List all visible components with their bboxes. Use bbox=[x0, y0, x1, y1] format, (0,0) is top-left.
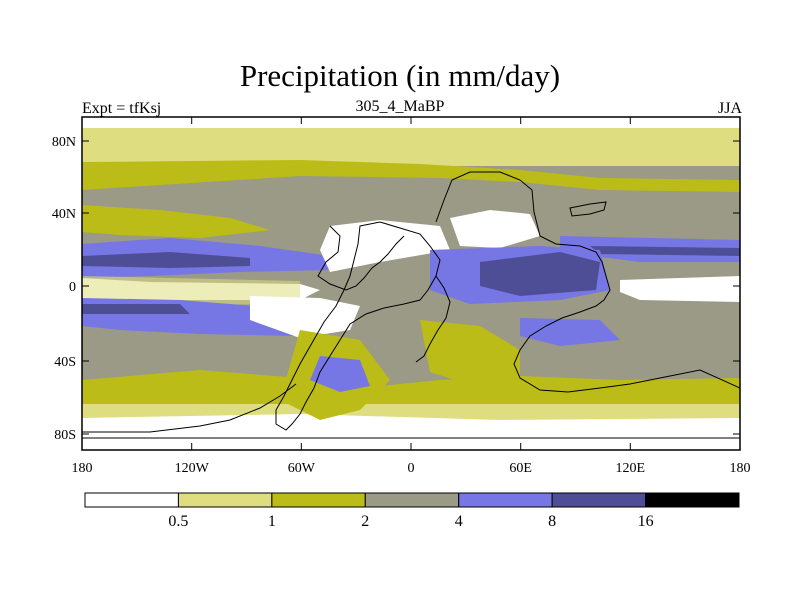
colorbar-swatch bbox=[551, 492, 647, 508]
colorbar-level-label: 16 bbox=[638, 513, 654, 530]
colorbar-level-label: 1 bbox=[268, 513, 276, 530]
lon-tick-label: 120W bbox=[175, 461, 210, 476]
field-midlat-olive bbox=[82, 205, 270, 238]
outline-africa bbox=[415, 275, 451, 363]
lat-tick-label: 40N bbox=[52, 207, 76, 222]
field-arabia-dry bbox=[450, 210, 540, 248]
lat-tick-label: 40S bbox=[54, 355, 76, 370]
map-title: Precipitation (in mm/day) bbox=[239, 58, 561, 93]
colorbar-level-label: 8 bbox=[548, 513, 556, 530]
colorbar-swatch bbox=[84, 492, 179, 508]
colorbar-level-label: 0.5 bbox=[168, 513, 188, 530]
lat-tick-label: 80N bbox=[52, 135, 76, 150]
lon-tick-label: 0 bbox=[408, 461, 415, 476]
time-label: 305_4_MaBP bbox=[355, 98, 445, 115]
field-south-dark bbox=[82, 304, 190, 314]
field-monsoon-dark bbox=[480, 252, 600, 296]
outline-americas bbox=[275, 221, 441, 431]
lon-tick-label: 120E bbox=[616, 461, 646, 476]
longitude-ticks: 180 120W 60W 0 60E 120E 180 bbox=[72, 117, 751, 476]
lon-tick-label: 180 bbox=[730, 461, 751, 476]
lat-tick-label: 0 bbox=[69, 280, 76, 295]
colorbar-swatch bbox=[364, 492, 460, 508]
colorbar-level-label: 4 bbox=[455, 513, 463, 530]
field-antarctic-white bbox=[82, 414, 740, 450]
colorbar-swatch bbox=[645, 492, 740, 508]
latitude-ticks: 80N 40N 0 40S 80S bbox=[52, 135, 740, 443]
colorbar-level-label: 2 bbox=[361, 513, 369, 530]
colorbar-swatch bbox=[458, 492, 553, 508]
field-pacific-dark bbox=[590, 246, 740, 256]
field-indian-blue bbox=[520, 318, 620, 346]
field-east-pacific-dry bbox=[250, 296, 360, 338]
field-equator-yellow bbox=[82, 276, 300, 306]
lon-tick-label: 60W bbox=[288, 461, 316, 476]
continent-outlines bbox=[82, 171, 740, 439]
outline-north-america bbox=[317, 225, 405, 291]
outline-antarctica bbox=[82, 383, 297, 433]
lon-tick-label: 180 bbox=[72, 461, 93, 476]
field-north-olive bbox=[82, 160, 740, 192]
colorbar: 0.5 1 2 4 8 16 bbox=[84, 492, 740, 530]
lon-tick-label: 60E bbox=[509, 461, 532, 476]
field-south-olive bbox=[82, 370, 740, 412]
map-plot-area bbox=[82, 117, 740, 450]
colorbar-swatch bbox=[271, 492, 366, 508]
field-south-africa-olive bbox=[420, 320, 520, 388]
experiment-label: Expt = tfKsj bbox=[82, 100, 162, 117]
lat-tick-label: 80S bbox=[54, 428, 76, 443]
field-north-yellow bbox=[82, 128, 740, 166]
outline-africa-eurasia bbox=[435, 171, 740, 393]
outline-australia bbox=[569, 201, 607, 217]
field-north-dark-band bbox=[82, 252, 250, 268]
season-label: JJA bbox=[717, 100, 742, 117]
colorbar-swatch bbox=[177, 492, 273, 508]
field-west-pacific-dry bbox=[620, 276, 740, 302]
field-south-america-blue bbox=[310, 356, 370, 392]
